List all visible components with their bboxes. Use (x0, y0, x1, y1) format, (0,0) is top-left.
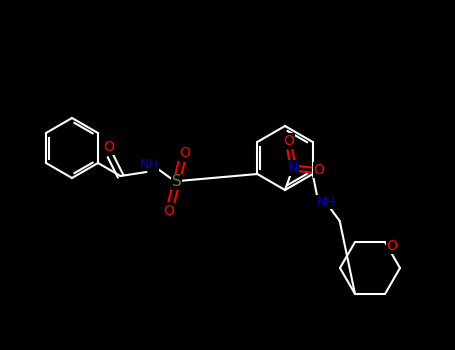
Text: O: O (179, 146, 190, 160)
Text: O: O (313, 163, 324, 177)
Text: O: O (163, 204, 174, 218)
Text: NH: NH (316, 196, 335, 209)
Text: N: N (288, 161, 298, 175)
Text: NH: NH (140, 158, 159, 170)
Text: O: O (283, 134, 294, 148)
Text: O: O (387, 239, 397, 253)
Text: O: O (103, 140, 114, 154)
Text: S: S (172, 175, 182, 189)
